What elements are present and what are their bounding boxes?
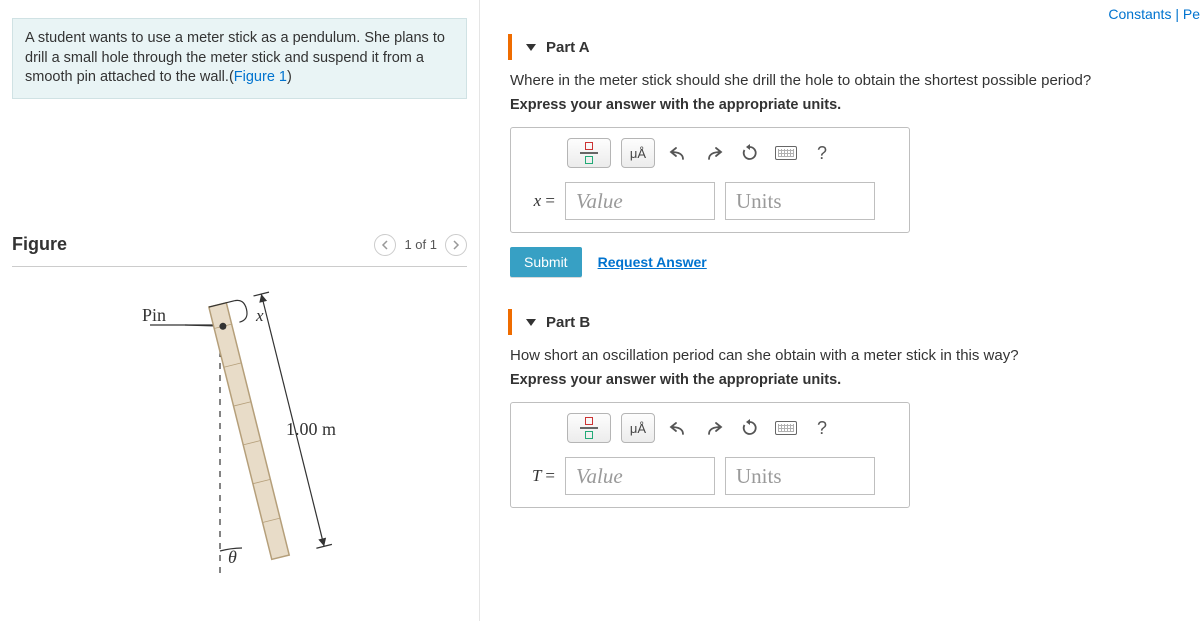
part-a-toolbar: μÅ ? (521, 138, 899, 168)
part-b-answer-box: μÅ ? T = (510, 402, 910, 508)
part-a-instruction: Express your answer with the appropriate… (510, 97, 1188, 113)
theta-label: θ (228, 547, 237, 567)
undo-button[interactable] (665, 413, 691, 443)
figure-link[interactable]: Figure 1 (234, 69, 287, 85)
length-label: 1.00 m (286, 419, 336, 439)
fraction-tool-button[interactable] (567, 413, 611, 443)
part-a-question: Where in the meter stick should she dril… (510, 72, 1188, 89)
keyboard-button[interactable] (773, 138, 799, 168)
reset-button[interactable] (737, 138, 763, 168)
collapse-icon[interactable] (526, 319, 536, 326)
left-column: A student wants to use a meter stick as … (0, 0, 480, 621)
right-column: Part A Where in the meter stick should s… (480, 0, 1200, 621)
help-button[interactable]: ? (809, 138, 835, 168)
figure-title: Figure (12, 234, 67, 255)
keyboard-button[interactable] (773, 413, 799, 443)
top-links: Constants | Pe (1108, 6, 1200, 22)
figure-counter: 1 of 1 (404, 237, 437, 252)
collapse-icon[interactable] (526, 44, 536, 51)
part-a-request-answer-link[interactable]: Request Answer (598, 254, 707, 270)
figure-image: Pin x 1.00 m θ (70, 285, 410, 595)
help-button[interactable]: ? (809, 413, 835, 443)
part-a: Part A Where in the meter stick should s… (508, 28, 1188, 277)
part-b-title: Part B (546, 314, 590, 331)
part-a-value-input[interactable]: Value (565, 182, 715, 220)
part-b-instruction: Express your answer with the appropriate… (510, 372, 1188, 388)
part-b-question: How short an oscillation period can she … (510, 347, 1188, 364)
part-b: Part B How short an oscillation period c… (508, 303, 1188, 508)
fraction-tool-button[interactable] (567, 138, 611, 168)
part-b-units-input[interactable]: Units (725, 457, 875, 495)
special-chars-button[interactable]: μÅ (621, 413, 655, 443)
part-b-toolbar: μÅ ? (521, 413, 899, 443)
constants-link[interactable]: Constants (1108, 6, 1171, 22)
part-a-answer-box: μÅ ? x = (510, 127, 910, 233)
pin-label: Pin (142, 305, 166, 325)
redo-button[interactable] (701, 138, 727, 168)
redo-button[interactable] (701, 413, 727, 443)
figure-next-button[interactable] (445, 234, 467, 256)
part-a-units-input[interactable]: Units (725, 182, 875, 220)
reset-button[interactable] (737, 413, 763, 443)
part-marker (508, 34, 512, 60)
periodic-link[interactable]: Pe (1183, 6, 1200, 22)
part-marker (508, 309, 512, 335)
figure-nav: 1 of 1 (374, 234, 467, 256)
part-a-variable: x = (521, 191, 555, 211)
problem-statement: A student wants to use a meter stick as … (12, 18, 467, 99)
x-label: x (255, 306, 264, 325)
undo-button[interactable] (665, 138, 691, 168)
part-b-variable: T = (521, 466, 555, 486)
part-b-value-input[interactable]: Value (565, 457, 715, 495)
figure-prev-button[interactable] (374, 234, 396, 256)
part-a-title: Part A (546, 39, 590, 56)
special-chars-button[interactable]: μÅ (621, 138, 655, 168)
part-a-submit-button[interactable]: Submit (510, 247, 582, 277)
